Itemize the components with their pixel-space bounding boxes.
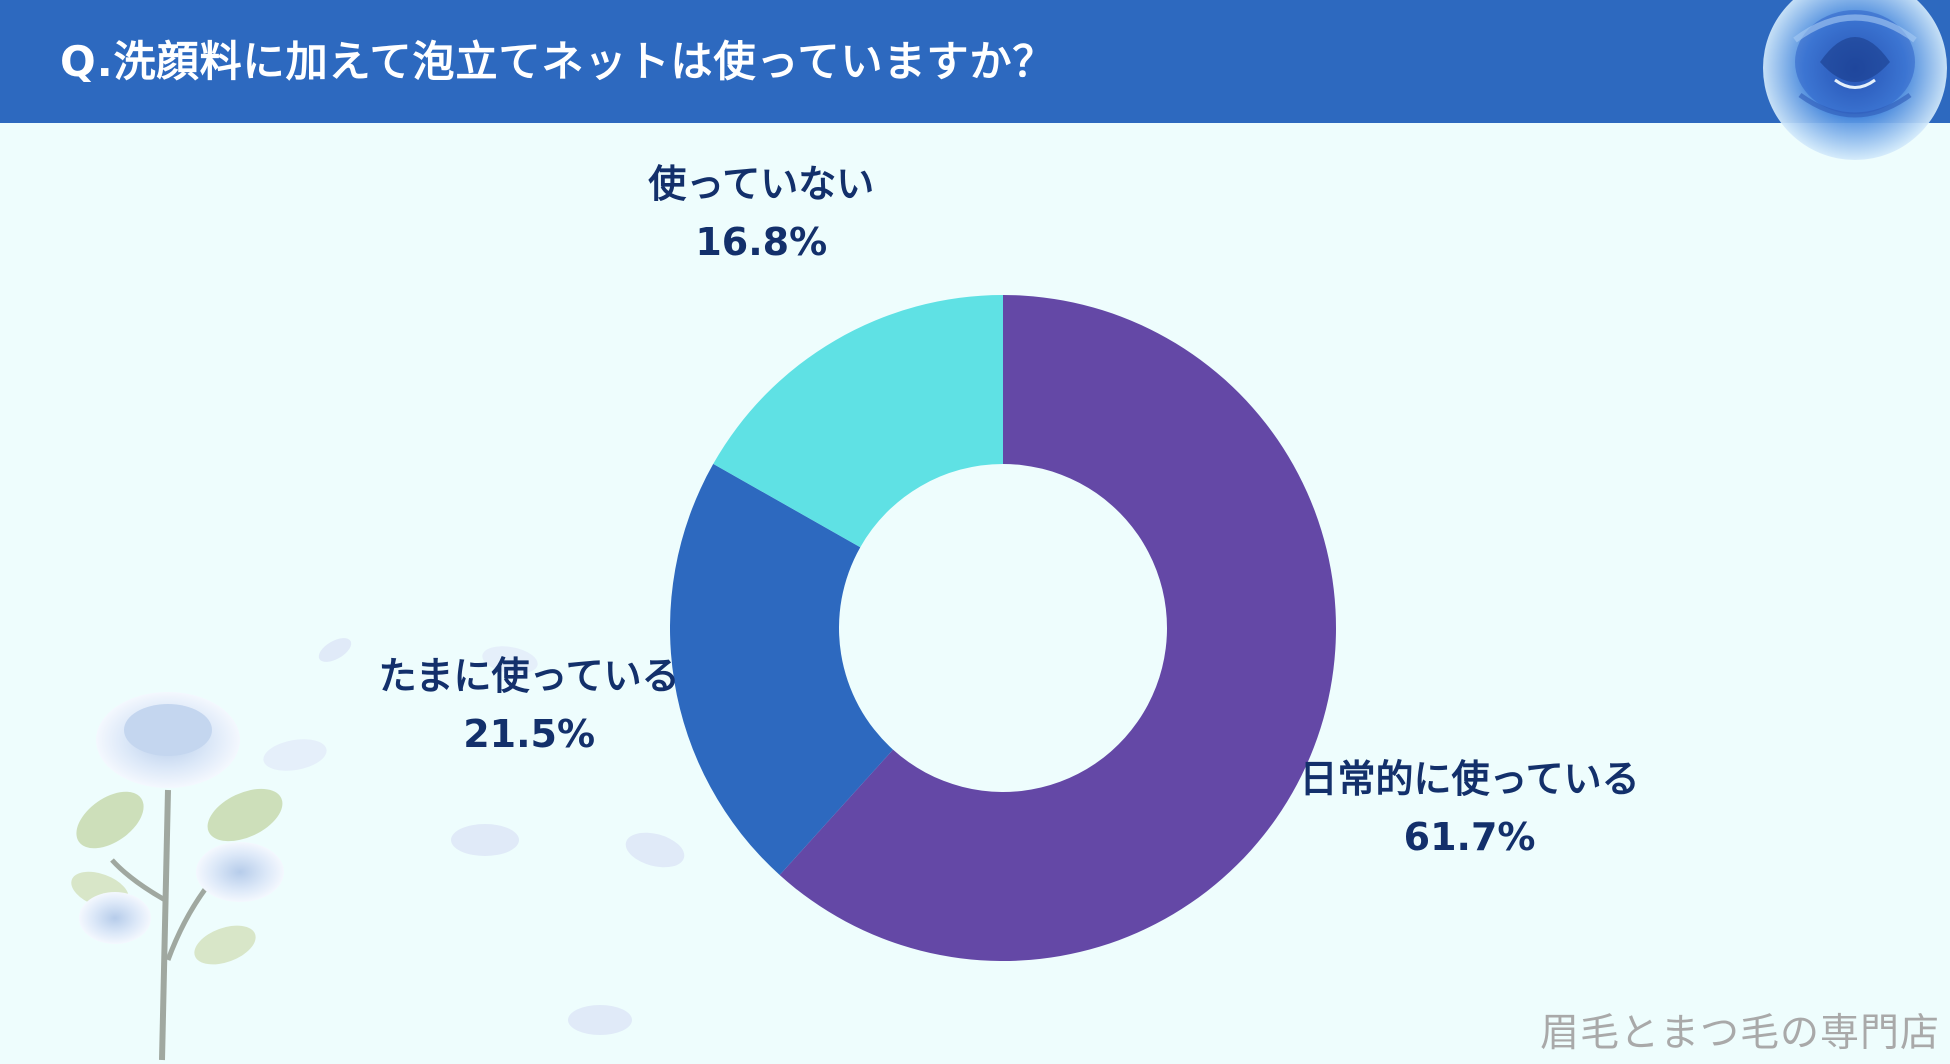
slice-label-2: たまに使っている 21.5% [379,647,680,763]
slice-label-category: 使っていない [648,162,875,207]
slice-label-category: たまに使っている [378,653,680,698]
white-rose-branch-icon [71,692,284,1061]
petal-decorations [263,638,685,1035]
page-title: Q.洗顔料に加えて泡立てネットは使っていますか？ [60,37,1056,86]
donut-slice-2 [669,463,894,875]
slice-label-1: 日常的に使っている 61.7% [1300,750,1640,866]
slice-label-value: 16.8% [695,220,828,265]
slice-label-category: 日常的に使っている [1299,756,1640,801]
watermark: 眉毛とまつ毛の専門店 [1539,1011,1940,1056]
donut-slice-1 [779,295,1336,962]
slice-label-value: 21.5% [463,711,596,756]
blue-rose-icon [1763,0,1947,160]
header-bar: Q.洗顔料に加えて泡立てネットは使っていますか？ [0,0,1950,123]
slice-label-value: 61.7% [1403,814,1536,859]
donut-slice-3 [713,295,1003,548]
slice-label-3: 使っていない 16.8% [648,155,874,271]
